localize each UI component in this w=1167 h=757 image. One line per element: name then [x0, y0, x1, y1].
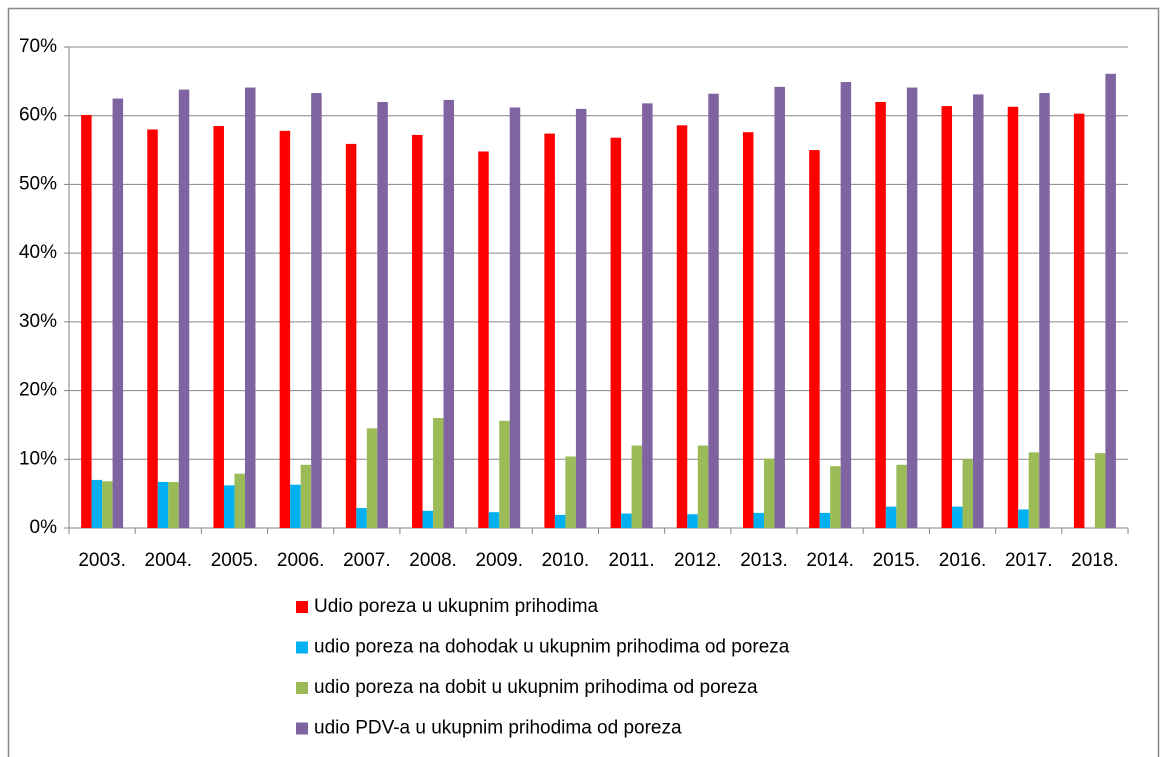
bar: [412, 134, 423, 528]
bar: [443, 99, 455, 528]
bar: [311, 93, 322, 528]
bar: [830, 466, 841, 528]
y-tick-label: 70%: [19, 36, 57, 57]
bar: [631, 445, 643, 528]
x-tick-label: 2015.: [873, 550, 921, 571]
x-tick-label: 2018.: [1071, 550, 1119, 571]
bar: [1105, 73, 1116, 528]
bar: [840, 82, 852, 529]
x-tick-label: 2012.: [674, 550, 722, 571]
bar: [774, 86, 785, 529]
bar: [223, 485, 235, 528]
bar: [753, 512, 764, 528]
bar: [554, 514, 566, 528]
bar: [91, 479, 103, 528]
legend-swatch: [296, 601, 308, 613]
y-tick-label: 40%: [19, 242, 57, 263]
bar: [290, 484, 301, 528]
bar: [234, 473, 245, 528]
bar: [377, 101, 388, 528]
x-tick-label: 2009.: [475, 550, 523, 571]
bar: [509, 107, 521, 529]
bar: [687, 514, 698, 528]
bar: [676, 125, 688, 528]
legend-label: Udio poreza u ukupnim prihodima: [314, 596, 599, 617]
bar: [575, 108, 587, 528]
bar: [244, 87, 256, 528]
x-tick-label: 2006.: [277, 550, 325, 571]
bar: [742, 132, 754, 528]
legend-swatch: [296, 682, 308, 694]
x-tick-label: 2008.: [409, 550, 457, 571]
bar: [178, 89, 190, 529]
chart-frame: [7, 7, 1160, 757]
bar: [478, 151, 489, 528]
bar: [422, 510, 434, 528]
bar: [499, 420, 510, 528]
x-tick-label: 2004.: [145, 550, 193, 571]
y-tick-label: 10%: [19, 448, 57, 469]
bar: [168, 481, 179, 528]
bar: [356, 508, 367, 528]
bar: [565, 456, 576, 528]
y-tick-label: 30%: [19, 311, 57, 332]
bar: [102, 481, 113, 528]
bar: [1007, 106, 1019, 528]
bar: [875, 101, 886, 528]
y-tick-label: 50%: [19, 173, 57, 194]
bar: [952, 506, 963, 528]
bar: [279, 130, 291, 528]
x-tick-label: 2010.: [542, 550, 590, 571]
bar: [708, 93, 719, 529]
y-tick-label: 0%: [30, 517, 58, 538]
legend-label: udio PDV-a u ukupnim prihodima od poreza: [314, 718, 682, 739]
bar: [621, 513, 632, 528]
bar: [544, 133, 555, 528]
bar: [642, 103, 653, 529]
bar: [941, 106, 953, 528]
x-tick-label: 2017.: [1005, 550, 1053, 571]
bar: [157, 481, 169, 528]
legend-swatch: [296, 722, 308, 735]
y-tick-label: 60%: [19, 105, 57, 126]
bar: [433, 418, 444, 528]
x-tick-label: 2014.: [806, 550, 854, 571]
bar: [488, 512, 500, 528]
bar: [1073, 113, 1085, 528]
x-tick-label: 2016.: [939, 550, 987, 571]
y-tick-label: 20%: [19, 380, 57, 401]
x-tick-label: 2003.: [78, 550, 126, 571]
bar: [819, 512, 831, 528]
bar: [147, 129, 158, 528]
bar: [366, 428, 378, 528]
bar: [763, 458, 775, 528]
bar: [962, 459, 974, 528]
bar: [345, 143, 357, 528]
legend-swatch: [296, 641, 308, 654]
x-tick-label: 2007.: [343, 550, 391, 571]
bar: [1039, 93, 1050, 528]
bar: [885, 506, 897, 528]
bar: [610, 137, 622, 528]
bar: [973, 94, 984, 529]
bar: [906, 87, 918, 528]
bar: [697, 445, 709, 528]
bar: [300, 464, 312, 528]
bar: [213, 126, 224, 529]
bar: [1094, 453, 1106, 528]
x-tick-label: 2005.: [211, 550, 259, 571]
x-tick-label: 2013.: [740, 550, 788, 571]
x-tick-label: 2011.: [609, 550, 655, 571]
legend-label: udio poreza na dohodak u ukupnim prihodi…: [314, 637, 790, 658]
bar: [1028, 452, 1040, 528]
bar: [112, 98, 124, 529]
bar: [809, 150, 820, 529]
bar: [896, 464, 907, 528]
bar: [1018, 509, 1029, 528]
bar: [81, 115, 92, 528]
legend-label: udio poreza na dobit u ukupnim prihodima…: [314, 677, 758, 698]
